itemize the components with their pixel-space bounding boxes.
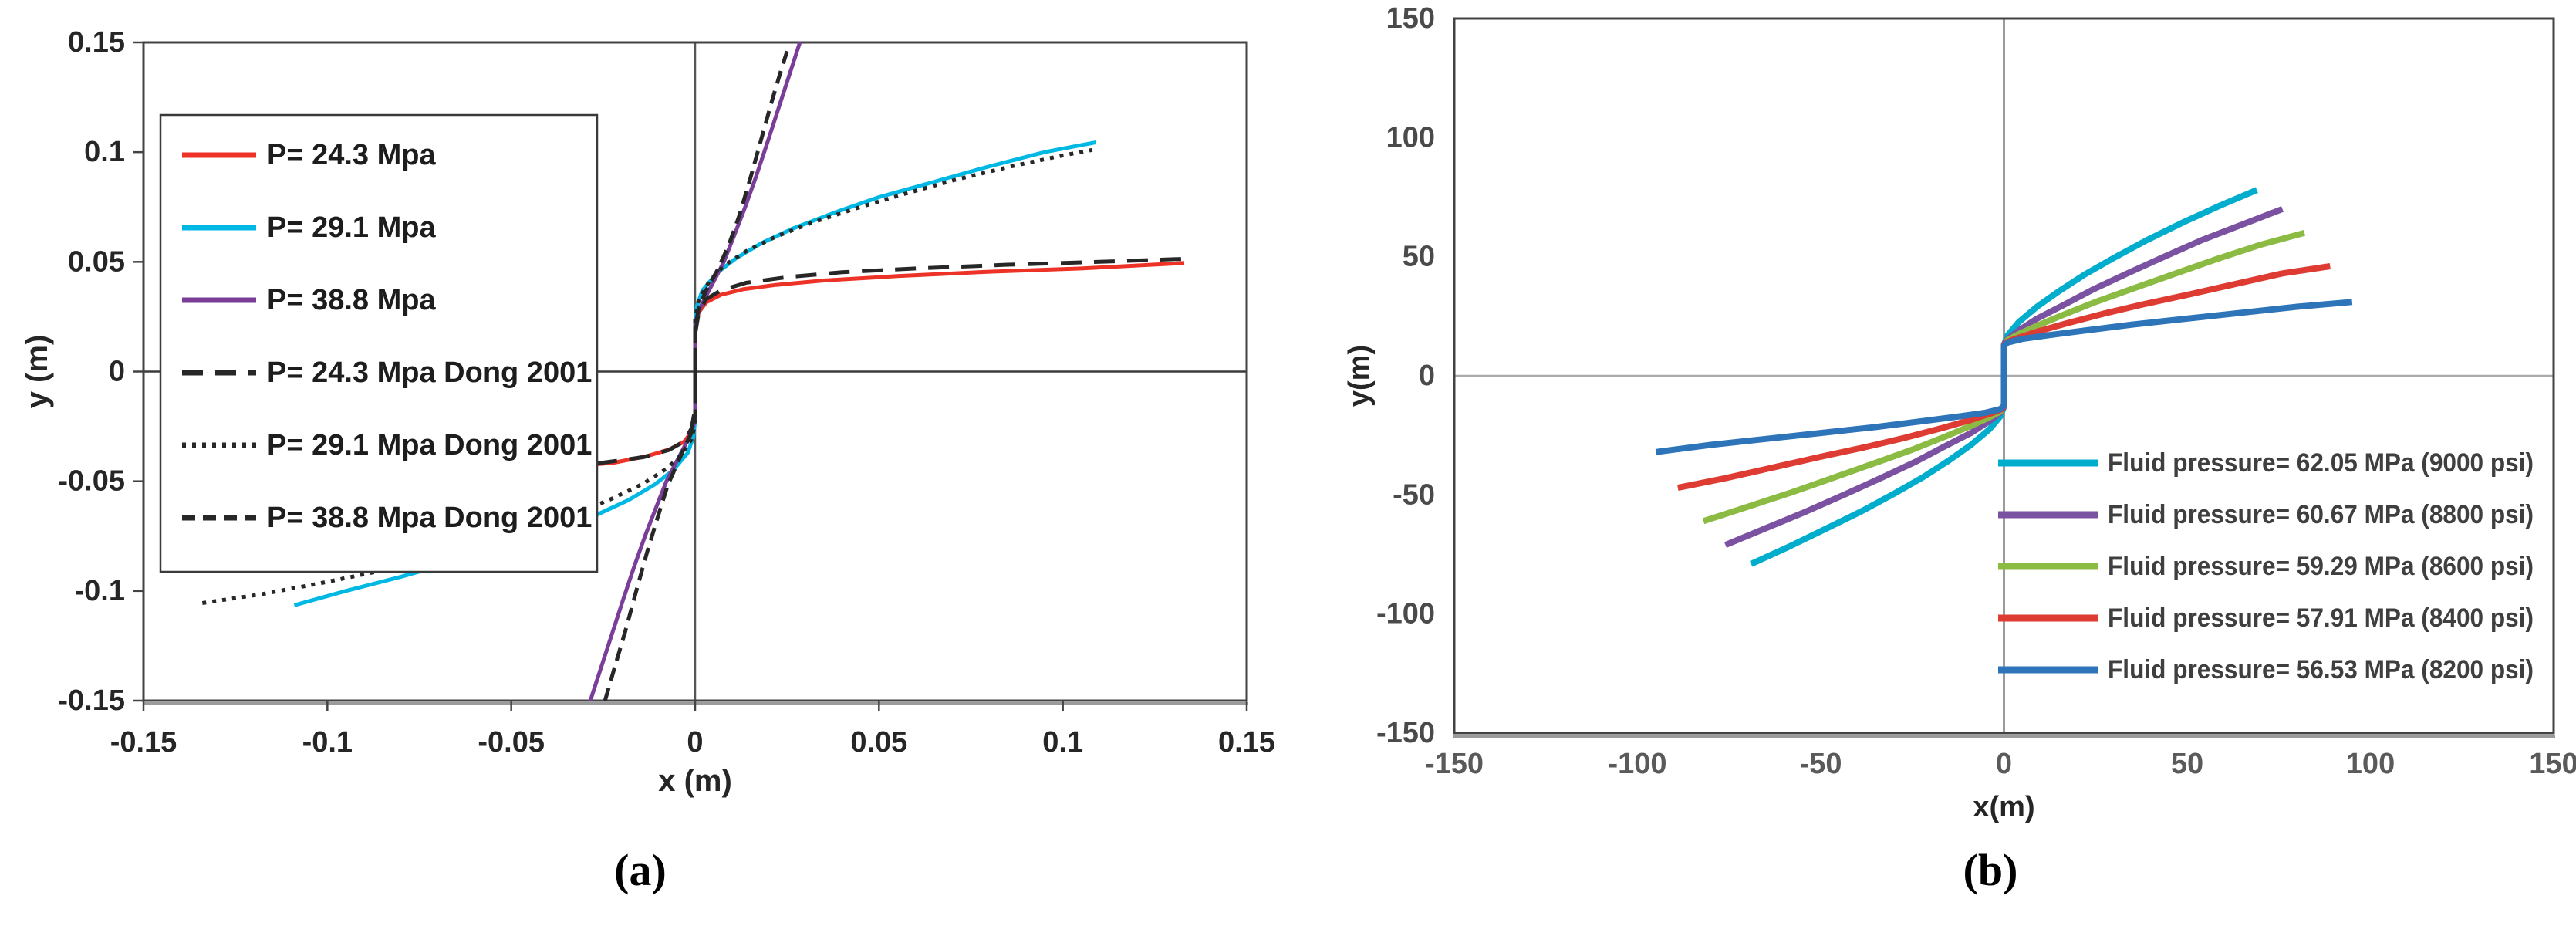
y-tick-label: -0.1	[75, 575, 125, 607]
y-axis-title: y (m)	[20, 335, 54, 409]
x-axis-title: x (m)	[658, 764, 732, 798]
legend-label: Fluid pressure= 59.29 MPa (8600 psi)	[2108, 552, 2534, 581]
series-line	[1655, 299, 2353, 455]
y-tick-label: -0.05	[58, 465, 125, 498]
y-tick-label: -100	[1376, 598, 1435, 630]
x-tick-label: 0	[687, 726, 703, 759]
series-line	[603, 50, 789, 701]
x-tick-label: -100	[1608, 748, 1666, 780]
x-tick-label: -0.05	[478, 726, 545, 759]
y-tick-label: 0	[109, 356, 125, 388]
x-tick-label: 0.15	[1218, 726, 1275, 759]
x-axis-title: x(m)	[1973, 791, 2034, 823]
y-tick-label: 100	[1386, 121, 1435, 154]
x-tick-label: 0	[1996, 748, 2012, 780]
x-tick-label: -50	[1800, 748, 1842, 780]
x-tick-label: 0.05	[850, 726, 907, 759]
x-tick-label: 100	[2346, 748, 2395, 780]
legend-label: P= 24.3 Mpa	[267, 139, 436, 171]
x-tick-label: -150	[1425, 748, 1484, 780]
x-tick-label: -0.1	[302, 726, 353, 759]
legend-label: Fluid pressure= 56.53 MPa (8200 psi)	[2108, 655, 2534, 684]
y-tick-label: 50	[1403, 241, 1435, 273]
legend-label: Fluid pressure= 60.67 MPa (8800 psi)	[2108, 500, 2534, 529]
y-tick-label: -150	[1376, 717, 1435, 749]
legend-label: Fluid pressure= 62.05 MPa (9000 psi)	[2108, 448, 2534, 478]
y-axis-title: y(m)	[1343, 345, 1376, 407]
legend-label: P= 38.8 Mpa Dong 2001	[267, 502, 592, 534]
chart-a-fracture-width-vs-pressure: -0.15 -0.1 -0.05 0 0.05 0.1 0.15 0.15 0.1 0.05 0 -0…	[20, 26, 1275, 798]
legend-label: P= 38.8 Mpa	[267, 284, 436, 316]
y-tick-label: -0.15	[58, 684, 125, 717]
legend-label: P= 29.1 Mpa	[267, 211, 436, 244]
legend-label: P= 24.3 Mpa Dong 2001	[267, 357, 592, 389]
y-tick-label: 0.15	[68, 26, 125, 59]
caption-panel-b: (b)	[1963, 845, 2018, 895]
x-tick-label: 150	[2529, 748, 2576, 780]
x-tick-label: 0.1	[1042, 726, 1083, 759]
x-tick-label: 50	[2171, 748, 2203, 780]
legend-label: Fluid pressure= 57.91 MPa (8400 psi)	[2108, 603, 2534, 633]
y-tick-label: 150	[1386, 2, 1435, 35]
legend-box	[159, 113, 599, 573]
x-tick-label: -0.15	[110, 726, 177, 759]
legend-label: P= 29.1 Mpa Dong 2001	[267, 429, 592, 461]
chart-b-fracture-profile-vs-fluid-pressure: -150 -100 -50 0 50 100 150 150 100 50 0 -50 -100 -150…	[1343, 2, 2576, 823]
y-tick-label: 0.05	[68, 245, 125, 278]
plot-frame	[1453, 17, 2555, 735]
y-tick-label: 0	[1419, 360, 1435, 392]
caption-panel-a: (a)	[614, 845, 667, 895]
y-tick-label: 0.1	[84, 136, 125, 168]
y-tick-label: -50	[1393, 478, 1435, 511]
